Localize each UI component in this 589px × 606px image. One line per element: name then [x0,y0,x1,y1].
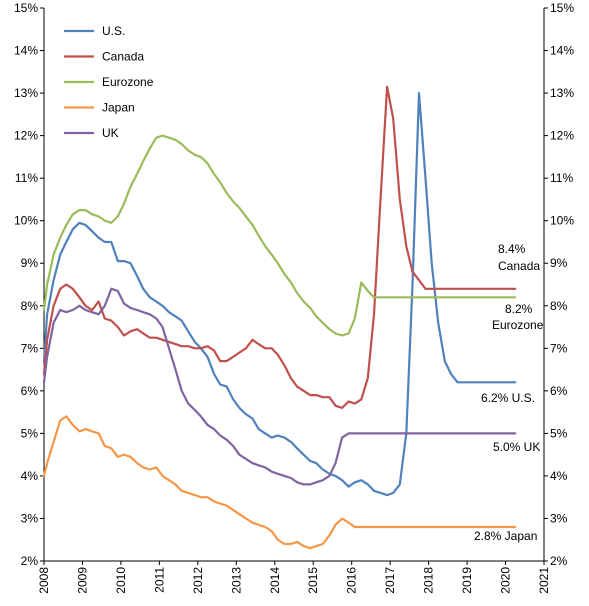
y-tick-label-left: 3% [21,511,39,525]
y-tick-label-left: 8% [21,299,39,313]
y-tick-label-left: 5% [21,426,39,440]
y-tick-label-left: 10% [14,214,38,228]
x-tick-label: 2018 [422,567,436,594]
annotation-label: 6.2% U.S. [481,391,535,405]
y-tick-label-right: 5% [550,426,568,440]
legend-label: Canada [102,50,144,64]
x-tick-label: 2010 [114,567,128,594]
y-tick-label-left: 14% [14,44,38,58]
x-tick-label: 2014 [268,567,282,594]
y-tick-label-left: 4% [21,469,39,483]
annotation-label: 8.2% [505,302,533,316]
annotation-label: 2.8% Japan [474,529,537,543]
y-tick-label-right: 6% [550,384,568,398]
y-tick-label-right: 11% [550,171,573,185]
y-tick-label-left: 15% [14,1,38,15]
x-tick-label: 2015 [306,567,320,594]
y-tick-label-right: 8% [550,299,568,313]
x-tick-label: 2008 [37,567,51,594]
x-tick-label: 2016 [345,567,359,594]
x-tick-label: 2021 [537,567,551,594]
legend-label: UK [102,126,119,140]
series-line-u-s [42,91,517,497]
x-tick-label: 2020 [499,567,513,594]
y-tick-label-left: 11% [15,171,38,185]
y-tick-label-right: 15% [550,1,574,15]
series-line-canada [42,85,517,409]
x-tick-label: 2019 [460,567,474,594]
annotation-label: Canada [498,259,540,273]
y-tick-label-left: 13% [14,86,38,100]
y-tick-label-left: 7% [21,341,39,355]
y-tick-label-right: 4% [550,469,568,483]
x-tick-label: 2017 [383,567,397,594]
series-line-japan [42,415,517,550]
annotation-label: 5.0% UK [493,440,540,454]
legend-label: U.S. [102,24,125,38]
x-tick-label: 2012 [191,567,205,594]
x-tick-label: 2013 [229,567,243,594]
y-tick-label-right: 12% [550,129,574,143]
series-line-uk [42,287,517,486]
y-tick-label-right: 9% [550,256,568,270]
annotation-label: Eurozone [492,318,544,332]
series-line-eurozone [42,134,517,337]
y-tick-label-left: 12% [14,129,38,143]
y-tick-label-right: 10% [550,214,574,228]
x-tick-label: 2009 [75,567,89,594]
annotation-label: 8.4% [498,242,526,256]
y-tick-label-right: 3% [550,511,568,525]
y-tick-label-left: 6% [21,384,39,398]
legend-label: Eurozone [102,75,154,89]
y-tick-label-right: 7% [550,341,568,355]
x-tick-label: 2011 [152,567,166,593]
y-tick-label-right: 13% [550,86,574,100]
y-tick-label-right: 2% [550,554,568,568]
y-tick-label-left: 2% [21,554,39,568]
y-tick-label-left: 9% [21,256,39,270]
y-tick-label-right: 14% [550,44,574,58]
legend-label: Japan [102,101,135,115]
